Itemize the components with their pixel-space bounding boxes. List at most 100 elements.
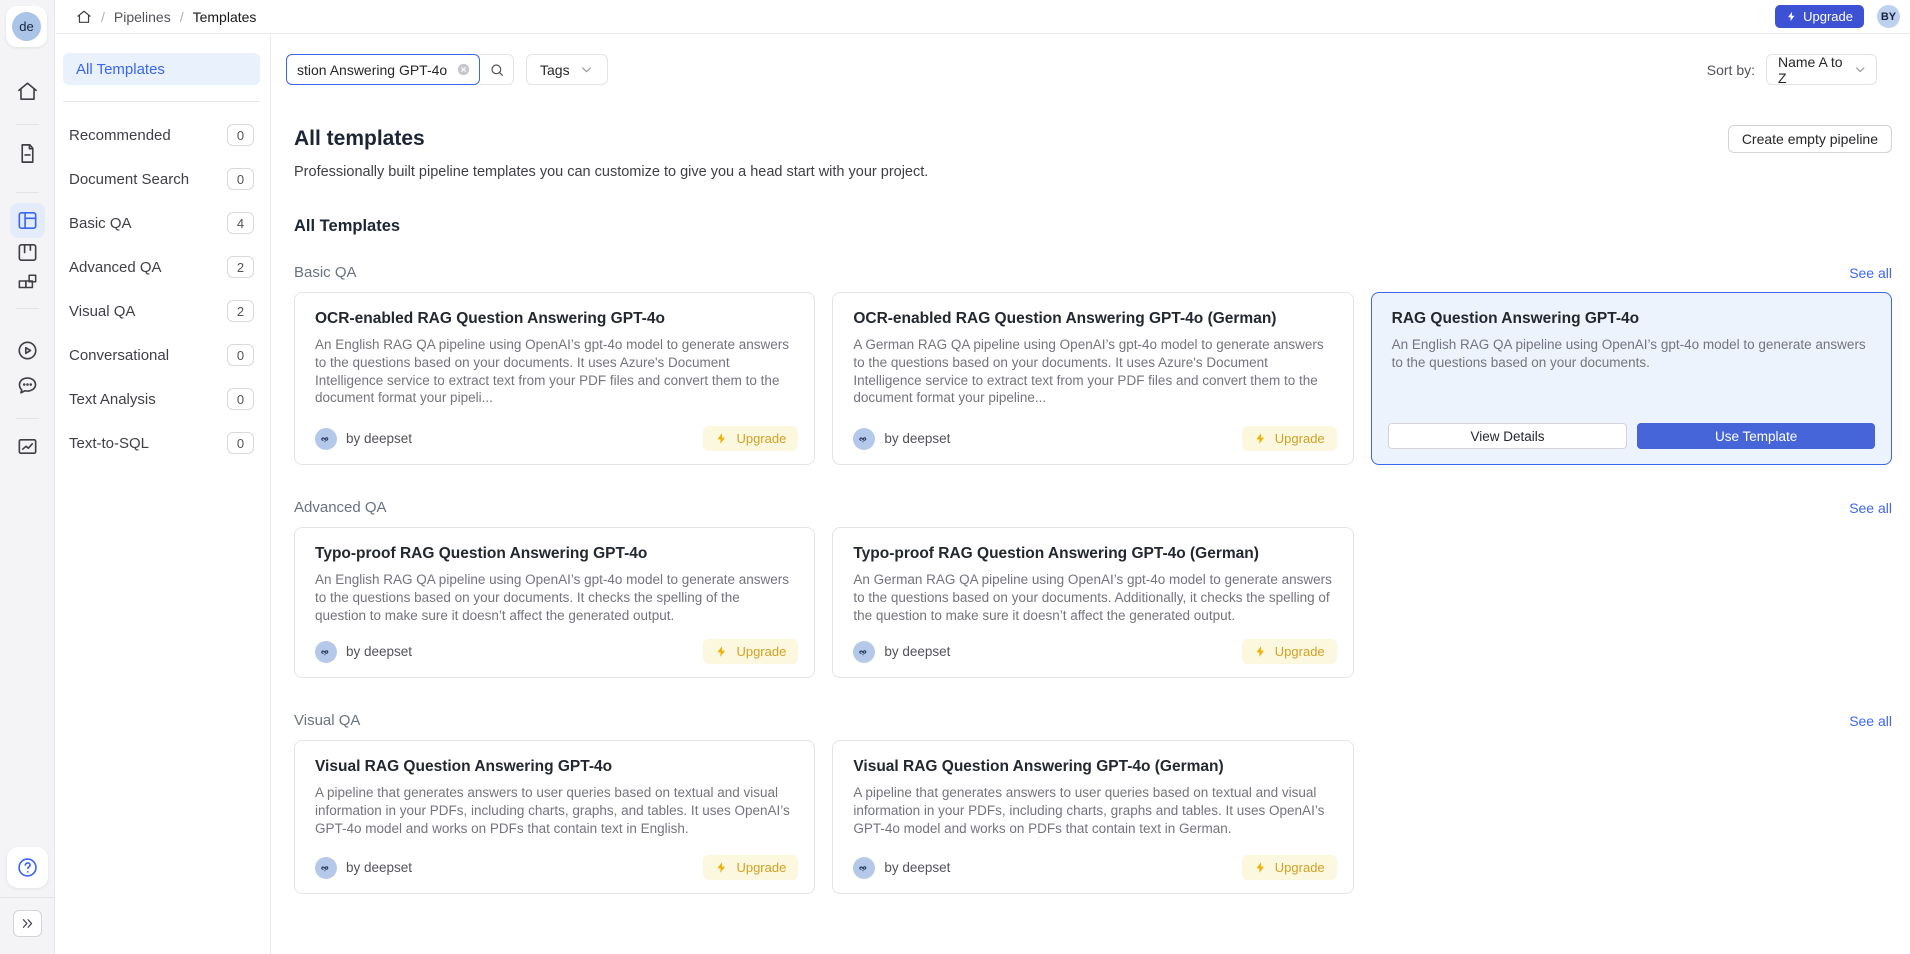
upgrade-badge: Upgrade — [1241, 855, 1337, 880]
view-details-button[interactable]: View Details — [1387, 423, 1628, 449]
deepset-logo-icon — [315, 640, 337, 663]
rail-divider — [0, 897, 55, 898]
rail-divider — [16, 418, 39, 419]
upgrade-button[interactable]: Upgrade — [1775, 5, 1864, 28]
tags-filter-dropdown[interactable]: Tags — [526, 54, 608, 85]
count-badge: 0 — [227, 388, 254, 410]
count-badge: 0 — [227, 432, 254, 454]
documents-icon[interactable] — [16, 142, 39, 165]
template-card[interactable]: Typo-proof RAG Question Answering GPT-4o… — [294, 527, 816, 678]
create-empty-pipeline-button[interactable]: Create empty pipeline — [1727, 125, 1892, 153]
count-badge: 0 — [227, 124, 254, 146]
search-button[interactable] — [480, 54, 514, 85]
upgrade-badge: Upgrade — [1241, 639, 1337, 664]
author-label: by deepset — [346, 644, 413, 659]
template-author: by deepset — [315, 427, 413, 450]
template-author: by deepset — [315, 640, 413, 663]
upgrade-badge-label: Upgrade — [736, 860, 787, 875]
section-basic-qa: Basic QA See all OCR-enabled RAG Questio… — [294, 264, 1892, 465]
author-label: by deepset — [346, 860, 413, 875]
lightning-icon — [717, 862, 726, 873]
search-input[interactable] — [286, 54, 480, 85]
upgrade-badge-label: Upgrade — [736, 431, 787, 446]
templates-icon-selected[interactable] — [10, 203, 45, 238]
template-card[interactable]: OCR-enabled RAG Question Answering GPT-4… — [832, 292, 1354, 465]
author-label: by deepset — [884, 431, 951, 446]
see-all-link[interactable]: See all — [1849, 264, 1892, 281]
template-title: OCR-enabled RAG Question Answering GPT-4… — [315, 310, 665, 327]
breadcrumb-home-icon[interactable] — [76, 9, 92, 25]
see-all-link[interactable]: See all — [1849, 712, 1892, 729]
template-card[interactable]: Typo-proof RAG Question Answering GPT-4o… — [832, 527, 1354, 678]
deepset-logo-icon — [853, 640, 876, 663]
metrics-chart-icon[interactable] — [16, 435, 39, 458]
deepset-logo-icon — [853, 427, 876, 450]
template-description: An English RAG QA pipeline using OpenAI’… — [315, 572, 790, 623]
sidebar-item-text-to-sql[interactable]: Text-to-SQL 0 — [63, 421, 260, 465]
use-template-button[interactable]: Use Template — [1637, 423, 1875, 449]
template-author: by deepset — [315, 856, 413, 879]
template-description: A German RAG QA pipeline using OpenAI’s … — [853, 337, 1324, 406]
sort-dropdown[interactable]: Name A to Z — [1766, 54, 1877, 86]
author-label: by deepset — [884, 860, 951, 875]
template-card-highlighted[interactable]: RAG Question Answering GPT-4o An English… — [1370, 292, 1892, 465]
lightning-icon — [717, 433, 726, 444]
sidebar-item-all-templates[interactable]: All Templates — [63, 53, 260, 85]
sidebar-item-recommended[interactable]: Recommended 0 — [63, 113, 260, 157]
sidebar-item-basic-qa[interactable]: Basic QA 4 — [63, 201, 260, 245]
template-title: OCR-enabled RAG Question Answering GPT-4… — [853, 310, 1277, 327]
double-chevron-right-icon — [22, 919, 33, 928]
template-card[interactable]: Visual RAG Question Answering GPT-4o (Ge… — [832, 740, 1354, 894]
template-card[interactable]: Visual RAG Question Answering GPT-4o A p… — [294, 740, 816, 894]
breadcrumb-pipelines[interactable]: Pipelines — [113, 8, 171, 25]
lightning-icon — [717, 646, 726, 657]
top-bar: / Pipelines / Templates Upgrade BY — [56, 0, 1910, 34]
home-icon[interactable] — [16, 80, 39, 103]
help-button[interactable] — [7, 847, 48, 888]
sidebar-item-label: Visual QA — [69, 302, 136, 320]
section-label: Advanced QA — [294, 499, 387, 516]
chat-icon[interactable] — [16, 374, 39, 397]
template-title: Visual RAG Question Answering GPT-4o — [315, 758, 613, 775]
sidebar-item-document-search[interactable]: Document Search 0 — [63, 157, 260, 201]
sidebar-item-conversational[interactable]: Conversational 0 — [63, 333, 260, 377]
sidebar-item-label: Text Analysis — [69, 390, 156, 408]
user-avatar[interactable]: BY — [1877, 5, 1900, 28]
sidebar-item-label: Advanced QA — [69, 258, 162, 276]
help-icon — [18, 858, 37, 877]
search-box — [286, 54, 480, 85]
section-label: Basic QA — [294, 264, 357, 281]
integrations-blocks-icon[interactable] — [16, 270, 39, 293]
sidebar-item-label: Recommended — [69, 126, 171, 144]
breadcrumb: / Pipelines / Templates — [76, 9, 256, 25]
template-title: Typo-proof RAG Question Answering GPT-4o — [315, 545, 648, 562]
jobs-board-icon[interactable] — [16, 241, 39, 264]
sidebar-item-advanced-qa[interactable]: Advanced QA 2 — [63, 245, 260, 289]
template-title: Visual RAG Question Answering GPT-4o (Ge… — [853, 758, 1224, 775]
breadcrumb-separator: / — [179, 8, 184, 25]
chevron-down-icon — [581, 67, 591, 73]
search-icon — [490, 63, 503, 76]
app-logo[interactable]: de — [6, 6, 47, 47]
sidebar-item-label: All Templates — [76, 60, 165, 78]
count-badge: 2 — [227, 300, 254, 322]
page-subtitle: Professionally built pipeline templates … — [294, 164, 929, 180]
icon-rail: de — [0, 0, 55, 954]
chevron-down-icon — [1855, 67, 1864, 73]
sidebar-item-visual-qa[interactable]: Visual QA 2 — [63, 289, 260, 333]
app-logo-initials: de — [12, 12, 41, 41]
rail-divider — [16, 124, 39, 125]
sidebar-item-text-analysis[interactable]: Text Analysis 0 — [63, 377, 260, 421]
count-badge: 0 — [227, 344, 254, 366]
clear-search-icon[interactable] — [456, 62, 471, 77]
sidebar-divider — [63, 101, 260, 102]
expand-sidebar-button[interactable] — [13, 910, 42, 937]
see-all-link[interactable]: See all — [1849, 499, 1892, 516]
upgrade-badge: Upgrade — [703, 855, 799, 880]
author-label: by deepset — [346, 431, 413, 446]
template-card[interactable]: OCR-enabled RAG Question Answering GPT-4… — [294, 292, 816, 465]
playground-play-icon[interactable] — [16, 339, 39, 362]
all-templates-heading: All Templates — [294, 217, 401, 235]
template-title: Typo-proof RAG Question Answering GPT-4o… — [853, 545, 1259, 562]
templates-sidebar: All Templates Recommended 0 Document Sea… — [56, 35, 271, 954]
